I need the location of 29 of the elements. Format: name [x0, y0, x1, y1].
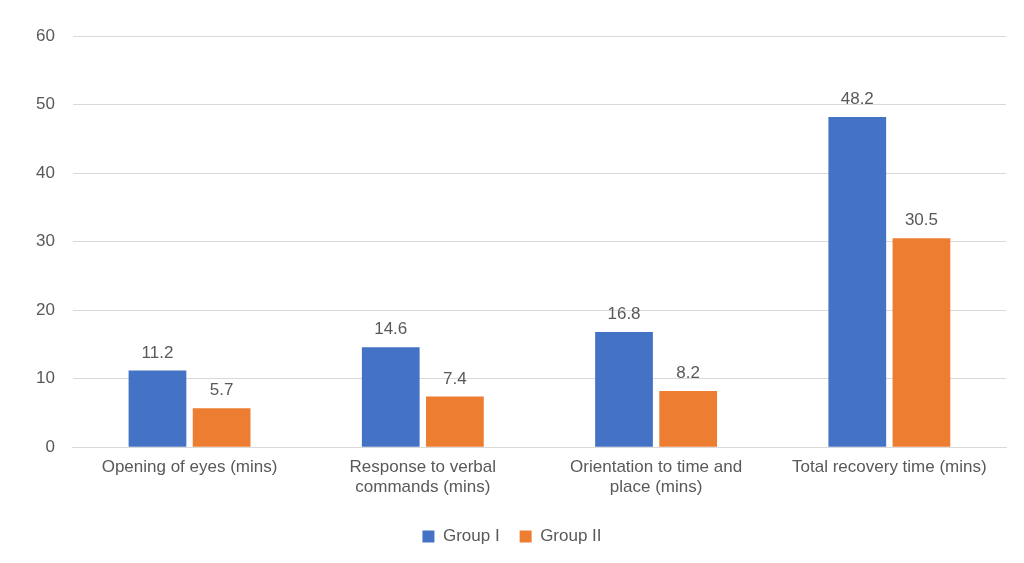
- y-tick-label: 50: [35, 94, 55, 114]
- bar: [828, 117, 887, 447]
- data-label: 48.2: [840, 89, 874, 109]
- bar: [892, 238, 951, 447]
- data-label: 14.6: [374, 319, 408, 339]
- data-label: 7.4: [443, 368, 467, 388]
- data-label: 8.2: [676, 363, 700, 383]
- bar: [128, 370, 187, 447]
- y-tick-label: 30: [35, 231, 55, 251]
- x-tick-label: Response to verbal commands (mins): [349, 457, 497, 497]
- y-tick-label: 20: [35, 299, 55, 319]
- y-tick-label: 60: [35, 25, 55, 45]
- x-tick-label: Total recovery time (mins): [792, 457, 987, 477]
- bar: [595, 332, 653, 447]
- x-tick-label: Opening of eyes (mins): [101, 457, 278, 477]
- bar: [659, 391, 718, 447]
- data-label: 30.5: [904, 210, 938, 230]
- bar: [426, 396, 484, 447]
- bar: [361, 347, 420, 447]
- y-tick-label: 0: [45, 436, 55, 456]
- data-label: 5.7: [209, 380, 234, 400]
- data-label: 16.8: [607, 304, 641, 324]
- bar: [192, 408, 251, 447]
- y-tick-label: 10: [35, 368, 55, 388]
- legend-label: Group I: [442, 526, 500, 546]
- x-tick-label: Orientation to time and place (mins): [570, 457, 743, 497]
- y-tick-label: 40: [35, 162, 55, 182]
- legend-label: Group II: [540, 526, 602, 546]
- data-label: 11.2: [141, 342, 174, 362]
